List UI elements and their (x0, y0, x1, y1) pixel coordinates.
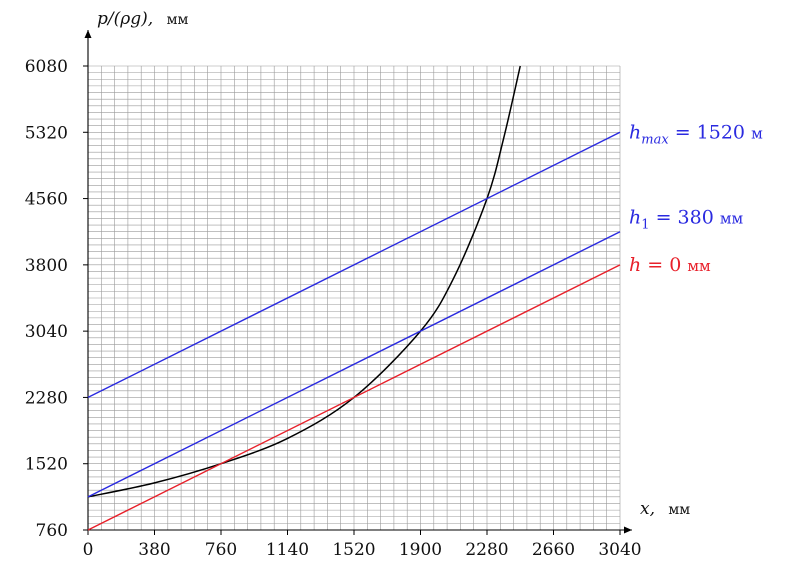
y-axis-arrow-icon (84, 30, 92, 38)
y-tick-label: 5320 (25, 123, 68, 143)
x-axis-label: x, мм (640, 499, 690, 519)
tick-labels: 0 380 760 1140 1520 1900 2280 2660 3040 760 1520 22… (25, 57, 642, 560)
x-axis-unit: мм (668, 502, 690, 518)
x-tick-label: 1520 (332, 540, 375, 560)
y-tick-label: 760 (36, 521, 68, 541)
x-tick-label: 1140 (266, 540, 309, 560)
y-tick-label: 3800 (25, 256, 68, 276)
series-line-1 (87, 264, 621, 531)
x-tick-label: 0 (83, 540, 94, 560)
grid (87, 65, 621, 531)
x-tick-label: 760 (205, 540, 237, 560)
series-label-h0: h = 0 мм (629, 254, 711, 276)
x-tick-label: 1900 (399, 540, 442, 560)
x-tick-label: 3040 (598, 540, 641, 560)
series-labels: hmax = 1520 м h1 = 380 мм h = 0 мм (629, 121, 763, 276)
series-label-hmax: hmax = 1520 м (629, 121, 763, 147)
y-tick-label: 1520 (25, 455, 68, 475)
series-layer (87, 65, 621, 531)
y-axis-unit: мм (167, 12, 189, 28)
y-tick-label: 6080 (25, 57, 68, 77)
y-tick-label: 4560 (25, 190, 68, 210)
x-tick-label: 2280 (465, 540, 508, 560)
x-tick-label: 380 (138, 540, 170, 560)
series-line-3 (87, 131, 621, 399)
y-tick-label: 2280 (25, 388, 68, 408)
series-label-h1: h1 = 380 мм (629, 207, 744, 233)
y-axis-var: p/(ρg), (97, 9, 153, 29)
axes (83, 30, 632, 535)
y-tick-label: 3040 (25, 322, 68, 342)
x-axis-var: x, (640, 499, 655, 519)
x-axis-arrow-icon (624, 526, 632, 534)
y-axis-label: p/(ρg), мм (97, 9, 188, 29)
series-line-curve (87, 65, 521, 498)
series-line-2 (87, 231, 621, 498)
x-tick-label: 2660 (532, 540, 575, 560)
